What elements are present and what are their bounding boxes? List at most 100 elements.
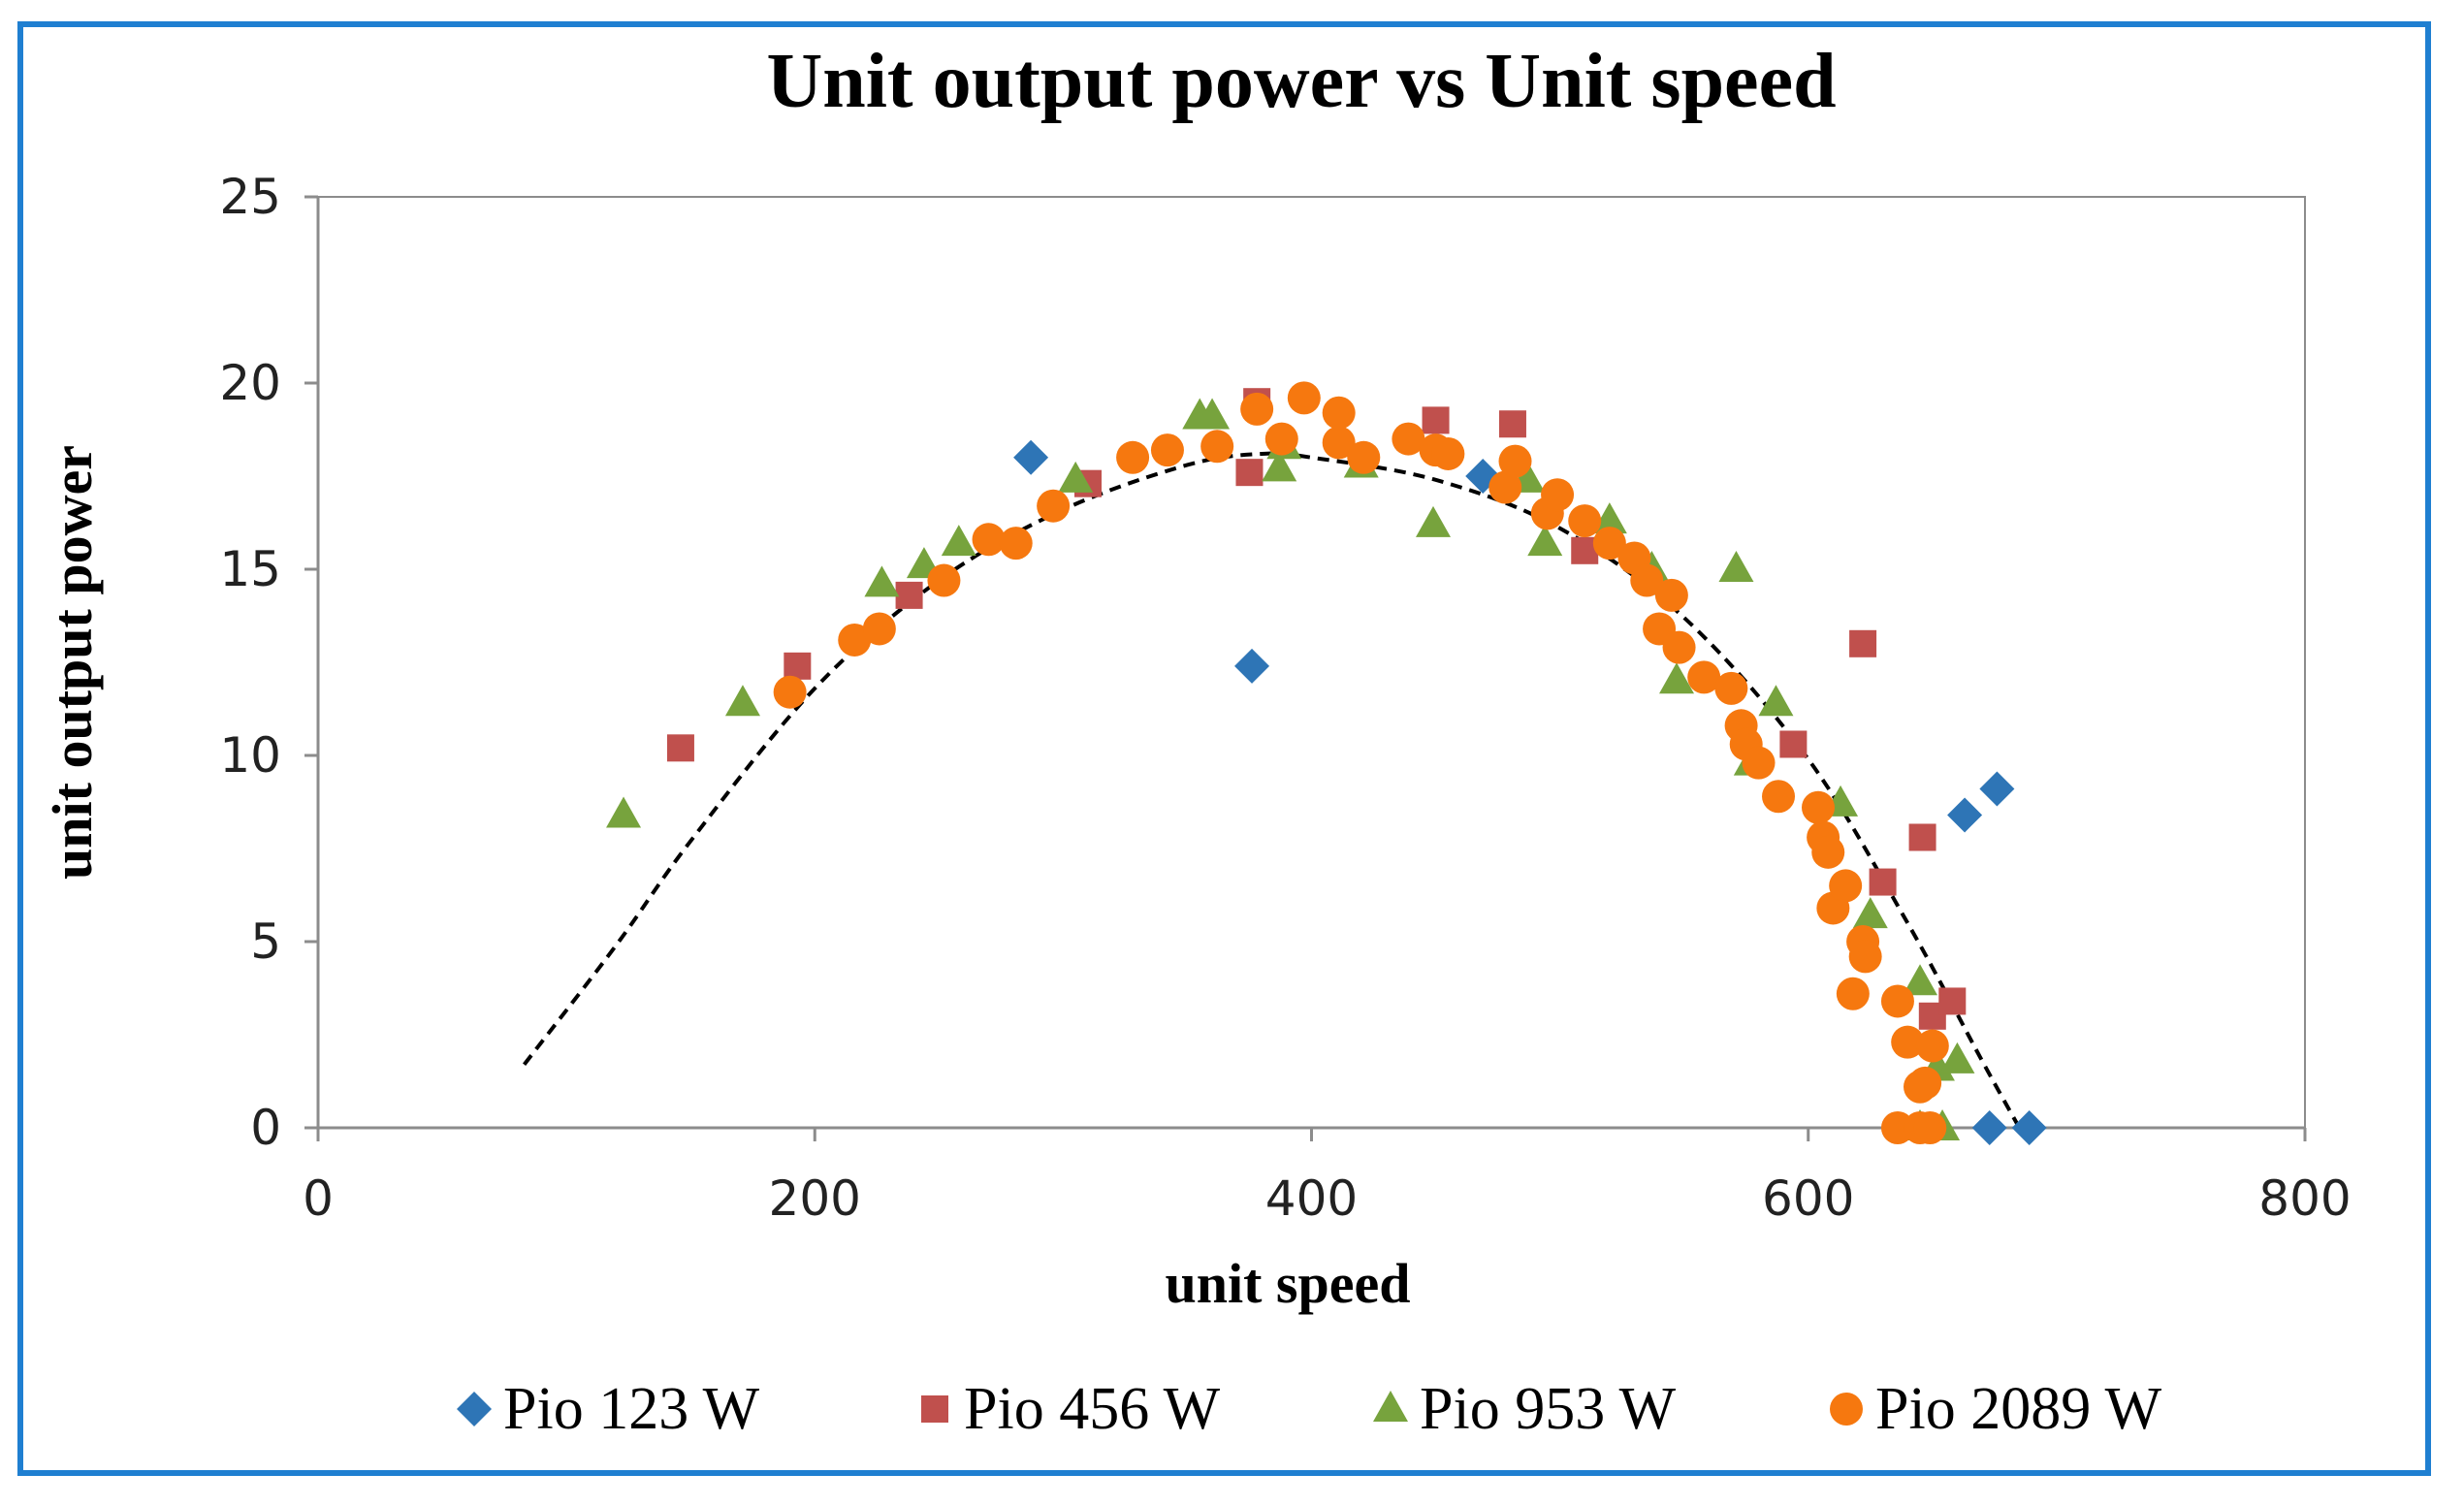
chart-frame: Unit output power vs Unit speed 0 5 10 15 20… [17, 21, 2431, 1476]
data-point [1880, 984, 1914, 1018]
legend-item: Pio 2089 W [1830, 1376, 2162, 1442]
legend-label: Pio 953 W [1420, 1376, 1677, 1442]
data-points-layer [606, 381, 2047, 1145]
data-point [927, 563, 961, 597]
data-point [2011, 1110, 2047, 1145]
data-point [1908, 823, 1936, 851]
data-point [1979, 771, 2015, 807]
y-tick-label: 25 [219, 169, 281, 225]
series-1 [1013, 439, 2047, 1145]
data-point [1811, 835, 1845, 869]
data-point [941, 525, 976, 557]
data-point [1431, 436, 1465, 470]
x-axis-ticks: 0 200 400 600 800 [303, 1128, 2352, 1227]
data-point [1659, 662, 1695, 694]
plot-area [317, 196, 2306, 1129]
data-point [1116, 440, 1150, 474]
data-point [1869, 868, 1897, 896]
data-point [1262, 450, 1297, 482]
series-2 [666, 388, 1967, 1030]
legend-item: Pio 123 W [457, 1376, 760, 1442]
data-point [1264, 422, 1298, 456]
y-tick-label: 0 [250, 1100, 281, 1156]
data-point [1779, 730, 1808, 758]
data-point [1013, 439, 1049, 475]
data-point [1848, 940, 1882, 974]
x-tick-label: 600 [1762, 1170, 1854, 1227]
data-point [1971, 1110, 2007, 1145]
data-point [1913, 1111, 1947, 1144]
data-point [1347, 440, 1381, 474]
data-point [1630, 563, 1664, 597]
data-point [1498, 410, 1526, 438]
data-point [1687, 660, 1721, 694]
data-point [1591, 502, 1627, 534]
data-point [724, 685, 760, 717]
trendline-layer [523, 451, 2022, 1129]
data-point [972, 523, 1006, 557]
data-point [1592, 527, 1626, 561]
chart-canvas: Unit output power vs Unit speed 0 5 10 15 20… [41, 39, 2352, 1442]
data-point [1498, 444, 1532, 478]
data-point [1718, 551, 1754, 582]
series-4 [773, 381, 1949, 1144]
data-point [1541, 478, 1575, 512]
data-point [862, 612, 896, 646]
x-tick-label: 200 [769, 1170, 861, 1227]
legend-marker [1830, 1393, 1863, 1426]
data-point [1938, 987, 1967, 1015]
data-point [1527, 525, 1563, 557]
data-point [999, 527, 1033, 561]
data-point [773, 675, 807, 709]
data-point [784, 652, 812, 680]
data-point [1947, 797, 1983, 833]
data-point [1836, 977, 1870, 1010]
data-point [1662, 630, 1696, 664]
data-point [1240, 392, 1274, 426]
legend-label: Pio 2089 W [1875, 1376, 2162, 1442]
data-point [1322, 396, 1356, 430]
y-tick-label: 10 [219, 727, 281, 784]
data-point [1939, 1041, 1975, 1073]
data-point [1758, 685, 1794, 717]
y-tick-label: 5 [250, 913, 281, 970]
legend-item: Pio 953 W [1373, 1376, 1677, 1442]
data-point [1762, 780, 1796, 814]
legend-marker [921, 1395, 948, 1423]
data-point [1654, 578, 1688, 612]
legend-label: Pio 456 W [964, 1376, 1221, 1442]
data-point [606, 796, 642, 828]
x-axis-title: unit speed [1165, 1252, 1410, 1315]
data-point [1392, 422, 1425, 456]
data-point [1568, 504, 1602, 538]
data-point [864, 565, 900, 597]
data-point [1714, 671, 1748, 705]
data-point [838, 623, 872, 657]
data-point [1058, 461, 1094, 493]
data-point [1801, 790, 1835, 824]
data-point [1915, 1029, 1949, 1063]
data-point [1742, 746, 1776, 780]
data-point [1908, 1066, 1942, 1100]
data-point [1234, 648, 1270, 684]
data-point [1195, 398, 1231, 430]
trendline [523, 451, 2022, 1129]
y-axis-ticks: 0 5 10 15 20 25 [219, 169, 318, 1156]
x-tick-label: 400 [1265, 1170, 1358, 1227]
data-point [1200, 430, 1234, 464]
data-point [1322, 426, 1356, 460]
y-tick-label: 15 [219, 541, 281, 597]
data-point [1891, 1025, 1925, 1059]
data-point [666, 734, 694, 762]
legend-marker [457, 1392, 492, 1426]
x-tick-label: 800 [2258, 1170, 2351, 1227]
data-point [1150, 433, 1184, 467]
x-tick-label: 0 [303, 1170, 334, 1227]
data-point [1235, 459, 1264, 487]
data-point [895, 581, 923, 609]
data-point [1422, 406, 1450, 434]
data-point [1852, 897, 1888, 929]
data-point [1416, 505, 1452, 537]
data-point [1287, 381, 1321, 415]
data-point [1488, 470, 1522, 504]
